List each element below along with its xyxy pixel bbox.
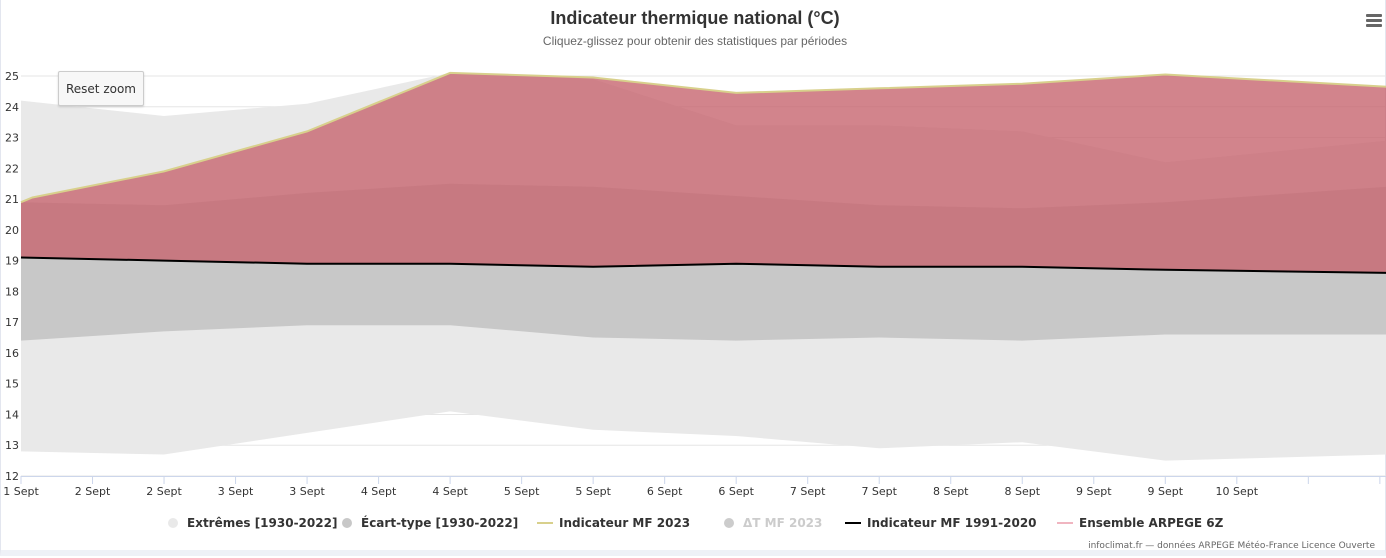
legend-marker (724, 518, 734, 528)
legend-label: Ensemble ARPEGE 6Z (1079, 516, 1224, 530)
chart-title: Indicateur thermique national (°C) (550, 8, 839, 28)
legend-item[interactable]: Extrêmes [1930-2022] (168, 516, 337, 530)
x-tick-label: 6 Sept (718, 485, 754, 498)
hamburger-menu-icon[interactable] (1366, 14, 1382, 30)
legend-item[interactable]: Indicateur MF 2023 (537, 516, 690, 530)
plot-area[interactable] (20, 71, 1386, 461)
y-tick-label: 18 (5, 285, 19, 298)
legend-label: ΔT MF 2023 (743, 516, 822, 530)
x-tick-label: 9 Sept (1076, 485, 1112, 498)
x-tick-label: 2 Sept (75, 485, 111, 498)
series-indicateur-2023-line[interactable] (20, 71, 1386, 204)
x-tick-label: 8 Sept (1004, 485, 1040, 498)
y-tick-label: 22 (5, 162, 19, 175)
legend-item[interactable]: ΔT MF 2023 (724, 516, 822, 530)
x-tick-label: 2 Sept (146, 485, 182, 498)
x-tick-label: 4 Sept (432, 485, 468, 498)
x-tick-label: 3 Sept (289, 485, 325, 498)
y-tick-label: 19 (5, 255, 19, 268)
x-tick-label: 6 Sept (647, 485, 683, 498)
series-indicateur-normale-line[interactable] (20, 256, 1386, 274)
y-tick-label: 24 (5, 101, 19, 114)
y-tick-label: 21 (5, 193, 19, 206)
x-tick-label: 7 Sept (790, 485, 826, 498)
legend: Extrêmes [1930-2022] Écart-type [1930-202… (168, 515, 1224, 530)
x-tick-label: 10 Sept (1216, 485, 1259, 498)
y-tick-label: 20 (5, 224, 19, 237)
x-axis: 1 Sept 2 Sept 2 Sept 3 Sept 3 Sept 4 Sept 4 Se… (3, 476, 1386, 498)
y-tick-label: 12 (5, 470, 19, 483)
y-tick-label: 14 (5, 408, 19, 421)
y-tick-label: 16 (5, 347, 19, 360)
series-delta-t-area[interactable] (21, 72, 1386, 273)
credits-text[interactable]: infoclimat.fr — données ARPEGE Météo-Fra… (1088, 540, 1375, 551)
legend-item[interactable]: Écart-type [1930-2022] (342, 515, 518, 530)
y-tick-label: 23 (5, 132, 19, 145)
legend-item[interactable]: Indicateur MF 1991-2020 (845, 516, 1037, 530)
x-tick-label: 1 Sept (3, 485, 39, 498)
y-tick-label: 17 (5, 316, 19, 329)
legend-label: Extrêmes [1930-2022] (187, 516, 337, 530)
x-tick-label: 9 Sept (1148, 485, 1184, 498)
legend-label: Indicateur MF 1991-2020 (867, 516, 1037, 530)
x-tick-label: 3 Sept (218, 485, 254, 498)
y-tick-label: 13 (5, 439, 19, 452)
x-tick-label: 7 Sept (861, 485, 897, 498)
chart-subtitle: Cliquez-glissez pour obtenir des statist… (543, 34, 847, 48)
x-tick-label: 4 Sept (361, 485, 397, 498)
legend-label: Écart-type [1930-2022] (361, 515, 518, 530)
legend-item[interactable]: Ensemble ARPEGE 6Z (1057, 516, 1224, 530)
y-tick-label: 25 (5, 70, 19, 83)
legend-marker (168, 518, 178, 528)
y-axis: 12 13 14 15 16 17 18 19 20 21 22 23 24 25 (5, 70, 19, 483)
reset-zoom-button[interactable]: Reset zoom (58, 71, 144, 106)
x-tick-label: 5 Sept (575, 485, 611, 498)
x-tick-label: 5 Sept (504, 485, 540, 498)
legend-marker (342, 518, 352, 528)
legend-label: Indicateur MF 2023 (559, 516, 690, 530)
y-tick-label: 15 (5, 378, 19, 391)
x-tick-label: 8 Sept (933, 485, 969, 498)
